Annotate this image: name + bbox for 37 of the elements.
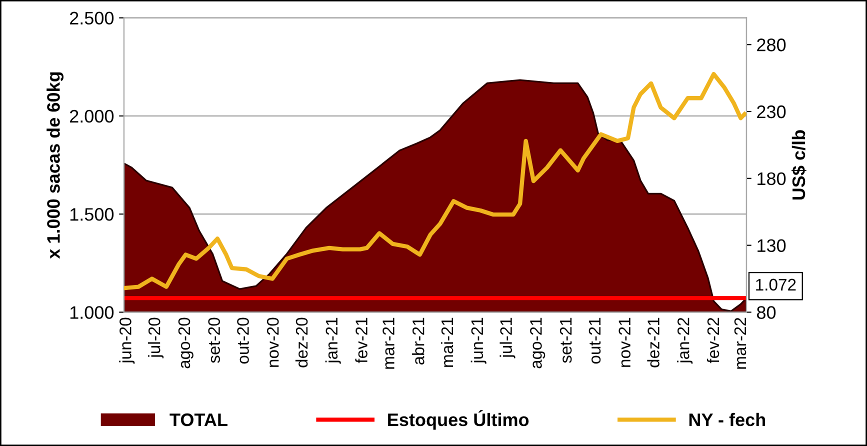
x-tick-label: mai-21 [440, 318, 454, 367]
x-tick-label: jun-20 [119, 318, 135, 364]
x-tick-label: fev-22 [706, 318, 720, 364]
x-tick-label: jan-22 [677, 318, 693, 364]
x-tick-label: out-21 [588, 318, 601, 364]
x-tick-label: jan-21 [325, 318, 341, 364]
x-tick-label: jun-21 [470, 318, 486, 364]
x-tick-label: set-21 [560, 318, 572, 363]
legend-label: NY - fech [689, 412, 766, 426]
y-tick-label: 2.500 [70, 12, 114, 25]
y2-tick-label: 130 [758, 239, 786, 252]
y-tick-label: 1.000 [70, 306, 114, 319]
y2-tick-label: 180 [758, 172, 786, 186]
x-tick-label: ago-21 [530, 318, 546, 368]
x-tick-label: out-20 [237, 318, 249, 364]
legend-label: TOTAL [170, 413, 228, 426]
y-axis-title: x 1.000 sacas de 60kg [46, 72, 64, 259]
y-tick-label: 2.000 [70, 110, 114, 123]
y2-axis-title: US$ c/lb [792, 130, 806, 200]
x-tick-label: dez-20 [295, 318, 308, 368]
x-tick-label: abr-21 [412, 318, 424, 365]
y-tick-label: 1.500 [70, 208, 114, 221]
x-tick-label: mar-21 [382, 318, 394, 369]
legend-label: Estoques Último [388, 410, 529, 430]
x-tick-label: mar-22 [734, 318, 746, 369]
y2-tick-label: 280 [757, 38, 786, 52]
x-tick-label: ago-20 [178, 318, 194, 368]
x-tick-label: jul-20 [148, 318, 164, 358]
x-tick-label: jul-21 [500, 318, 516, 358]
x-tick-label: dez-21 [647, 318, 660, 368]
x-tick-label: fev-21 [355, 318, 368, 364]
x-tick-label: set-20 [208, 318, 220, 363]
data-label: 1.072 [756, 278, 796, 291]
x-tick-label: nov-20 [266, 318, 279, 367]
x-tick-label: nov-21 [618, 318, 631, 367]
y2-tick-label: 80 [756, 306, 776, 319]
y2-tick-label: 230 [757, 105, 786, 118]
